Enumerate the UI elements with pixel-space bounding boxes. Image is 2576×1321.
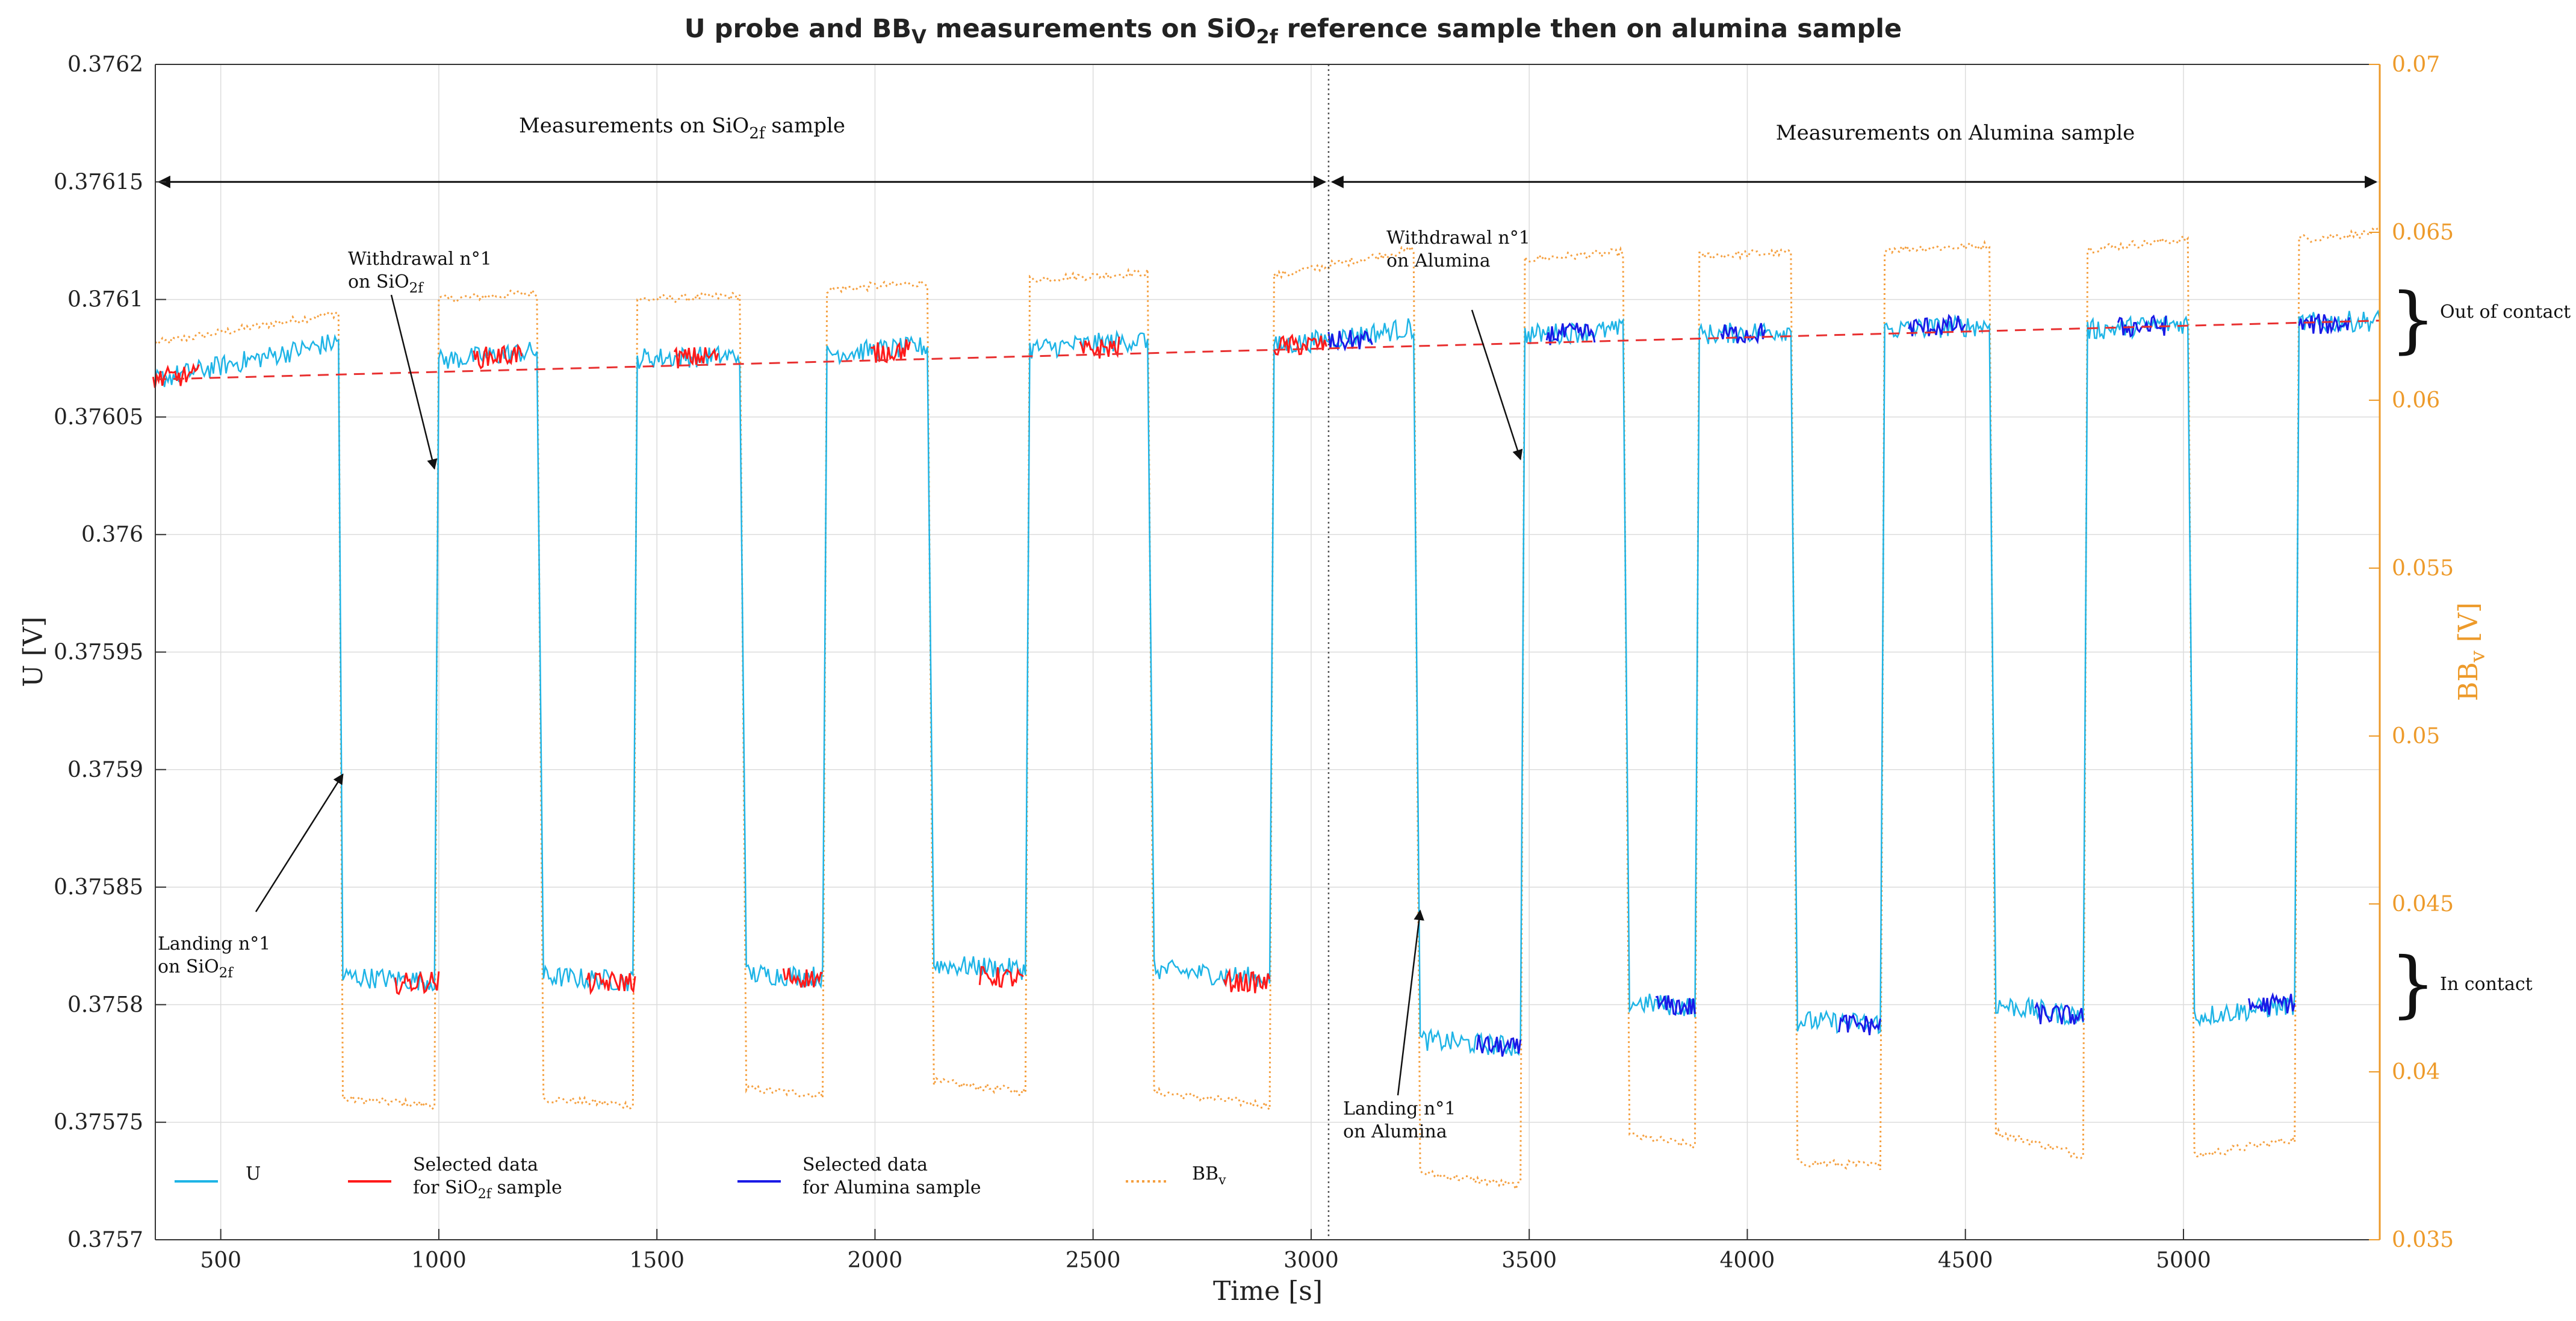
series-selected-sio2 — [394, 971, 440, 995]
series-selected-sio2 — [978, 966, 1024, 988]
y-left-tick-label: 0.3761 — [67, 288, 143, 312]
x-tick-label: 4500 — [1938, 1248, 1993, 1273]
label-in-contact: In contact — [2440, 974, 2533, 995]
y-left-tick-label: 0.3758 — [67, 992, 143, 1017]
brace-out-of-contact: } — [2390, 278, 2436, 362]
annotation-landing-alumina: Landing n°1 on Alumina — [1343, 1098, 1456, 1142]
arrow-landing-sio2 — [255, 773, 344, 912]
annotation-withdrawal-alumina: Withdrawal n°1 on Alumina — [1386, 227, 1530, 271]
y-right-tick-label: 0.045 — [2392, 892, 2454, 917]
series-selected-sio2 — [870, 339, 911, 364]
y-left-tick-label: 0.3762 — [67, 52, 143, 77]
x-axis-label: Time [s] — [1213, 1276, 1323, 1307]
y-left-tick-label: 0.37595 — [54, 640, 143, 665]
series-selected-alumina — [1720, 323, 1766, 345]
y-right-tick-label: 0.035 — [2392, 1228, 2454, 1252]
y-right-tick-label: 0.07 — [2392, 52, 2440, 77]
series-selected-alumina — [1545, 322, 1596, 345]
series-selected-alumina — [2298, 314, 2350, 335]
series-selected-alumina — [1327, 330, 1373, 352]
x-tick-label: 1500 — [629, 1248, 684, 1273]
y-right-tick-label: 0.06 — [2392, 388, 2440, 413]
label-out-of-contact: Out of contact — [2440, 302, 2571, 323]
series-selected-alumina — [2034, 1001, 2084, 1025]
y-left-tick-label: 0.376 — [81, 522, 143, 547]
legend-label-sio2: Selected data for SiO2f sample — [413, 1154, 562, 1202]
annotation-withdrawal-sio2: Withdrawal n°1 on SiO2f — [348, 249, 492, 296]
series-layer — [152, 227, 2381, 1192]
x-ticks: 500 1000 1500 2000 2500 3000 3500 4000 4500 5000 — [200, 1229, 2211, 1273]
series-selected-alumina — [1656, 995, 1696, 1016]
series-selected-sio2 — [473, 343, 523, 370]
region-label-sio2: Measurements on SiO2f sample — [519, 114, 845, 143]
y-left-tick-label: 0.37615 — [54, 170, 143, 194]
annotation-layer — [157, 64, 2378, 1240]
series-selected-sio2 — [673, 346, 719, 369]
series-selected-sio2 — [782, 968, 823, 988]
series-selected-sio2 — [1223, 968, 1271, 994]
y-right-axis-label: BBv [V] — [2453, 602, 2490, 701]
y-right-tick-label: 0.05 — [2392, 724, 2440, 749]
x-tick-label: 2500 — [1066, 1248, 1121, 1273]
series-selected-sio2 — [1079, 336, 1120, 359]
series-selected-alumina — [1908, 314, 1966, 336]
y-left-tick-label: 0.37575 — [54, 1110, 143, 1135]
legend-label-alumina: Selected data for Alumina sample — [802, 1154, 981, 1198]
series-selected-sio2 — [1273, 333, 1327, 356]
y-left-tick-label: 0.3757 — [67, 1228, 143, 1252]
arrow-landing-alumina — [1397, 909, 1424, 1096]
x-tick-label: 2000 — [848, 1248, 903, 1273]
y-left-tick-label: 0.37585 — [54, 875, 143, 900]
series-u-line — [154, 309, 2381, 1056]
y-left-axis-label: U [V] — [18, 616, 49, 687]
series-selected-alumina — [1838, 1013, 1881, 1036]
brace-in-contact: } — [2390, 942, 2436, 1026]
y-left-tick-label: 0.3759 — [67, 758, 143, 782]
legend: U Selected data for SiO2f sample Selected… — [175, 1154, 1226, 1202]
y-right-tick-label: 0.055 — [2392, 556, 2454, 581]
series-selected-alumina — [1476, 1035, 1522, 1057]
x-tick-label: 3000 — [1283, 1248, 1339, 1273]
legend-label-u: U — [246, 1163, 261, 1184]
x-tick-label: 3500 — [1501, 1248, 1557, 1273]
trend-line — [155, 320, 2380, 380]
series-selected-sio2 — [152, 362, 200, 388]
series-selected-alumina — [2248, 992, 2296, 1015]
y-left-tick-label: 0.37605 — [54, 405, 143, 430]
series-selected-sio2 — [586, 971, 636, 995]
x-tick-label: 4000 — [1720, 1248, 1775, 1273]
annotation-landing-sio2: Landing n°1 on SiO2f — [158, 933, 270, 981]
y-right-tick-label: 0.04 — [2392, 1060, 2440, 1084]
x-tick-label: 5000 — [2156, 1248, 2211, 1273]
arrow-withdrawal-sio2 — [390, 294, 438, 470]
chart-title: U probe and BBV measurements on SiO2f re… — [684, 14, 1902, 48]
y-right-tick-label: 0.065 — [2392, 220, 2454, 245]
region-label-alumina: Measurements on Alumina sample — [1776, 121, 2135, 145]
arrow-withdrawal-alumina — [1471, 309, 1523, 460]
x-tick-label: 500 — [200, 1248, 241, 1273]
legend-label-bb: BBv — [1192, 1163, 1226, 1188]
y-left-ticks: 0.3757 0.37575 0.3758 0.37585 0.3759 0.37595 0… — [54, 52, 166, 1252]
x-tick-label: 1000 — [411, 1248, 467, 1273]
y-right-ticks: 0.035 0.04 0.045 0.05 0.055 0.06 0.065 0.07 — [2369, 52, 2454, 1252]
